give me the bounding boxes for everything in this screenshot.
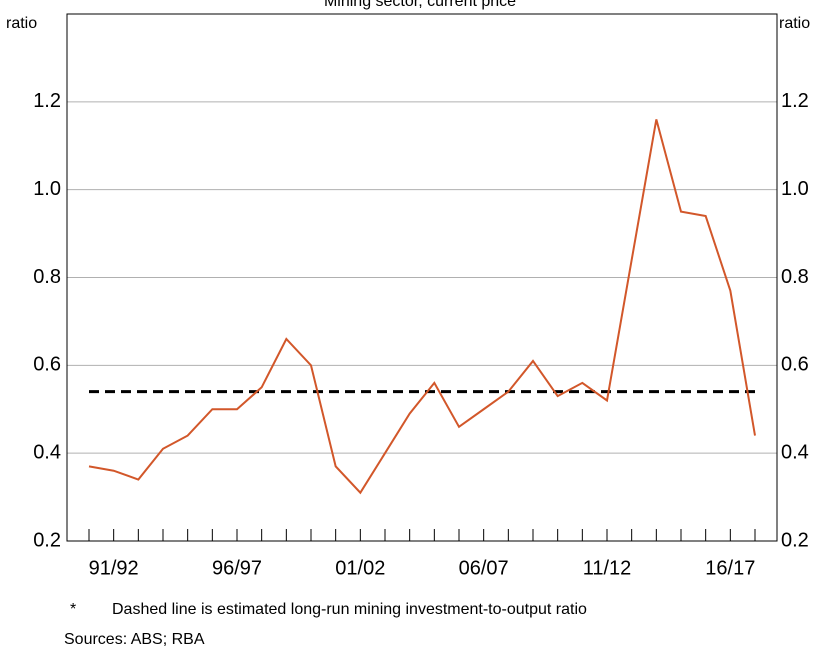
- y2-tick-label: 0.6: [781, 354, 809, 376]
- sources: Sources: ABS; RBA: [64, 631, 205, 648]
- series-line: [88, 119, 756, 495]
- footnote-marker: *: [70, 601, 76, 618]
- x-tick-label: 01/02: [335, 557, 385, 579]
- y2-tick-label: 0.2: [781, 529, 809, 551]
- x-tick-label: 16/17: [705, 557, 755, 579]
- y2-axis-label: ratio: [779, 15, 810, 32]
- y-tick-label: 1.2: [33, 90, 61, 112]
- x-tick-label: 06/07: [459, 557, 509, 579]
- y2-tick-label: 0.4: [781, 441, 809, 463]
- y-axis-label: ratio: [6, 15, 37, 32]
- x-tick-label: 91/92: [89, 557, 139, 579]
- chart-title: Mining sector, current price: [324, 0, 516, 10]
- footnote: Dashed line is estimated long-run mining…: [112, 601, 587, 618]
- y2-tick-label: 1.0: [781, 178, 809, 200]
- x-tick-label: 11/12: [583, 557, 632, 579]
- y-tick-label: 0.6: [33, 354, 61, 376]
- x-tick-label: 96/97: [212, 557, 262, 579]
- y-tick-label: 0.8: [33, 266, 61, 288]
- y-tick-label: 0.4: [33, 441, 61, 463]
- plot-frame: [66, 13, 778, 542]
- y2-tick-label: 1.2: [781, 90, 809, 112]
- y-tick-label: 0.2: [33, 529, 61, 551]
- y-tick-label: 1.0: [33, 178, 61, 200]
- y2-tick-label: 0.8: [781, 266, 809, 288]
